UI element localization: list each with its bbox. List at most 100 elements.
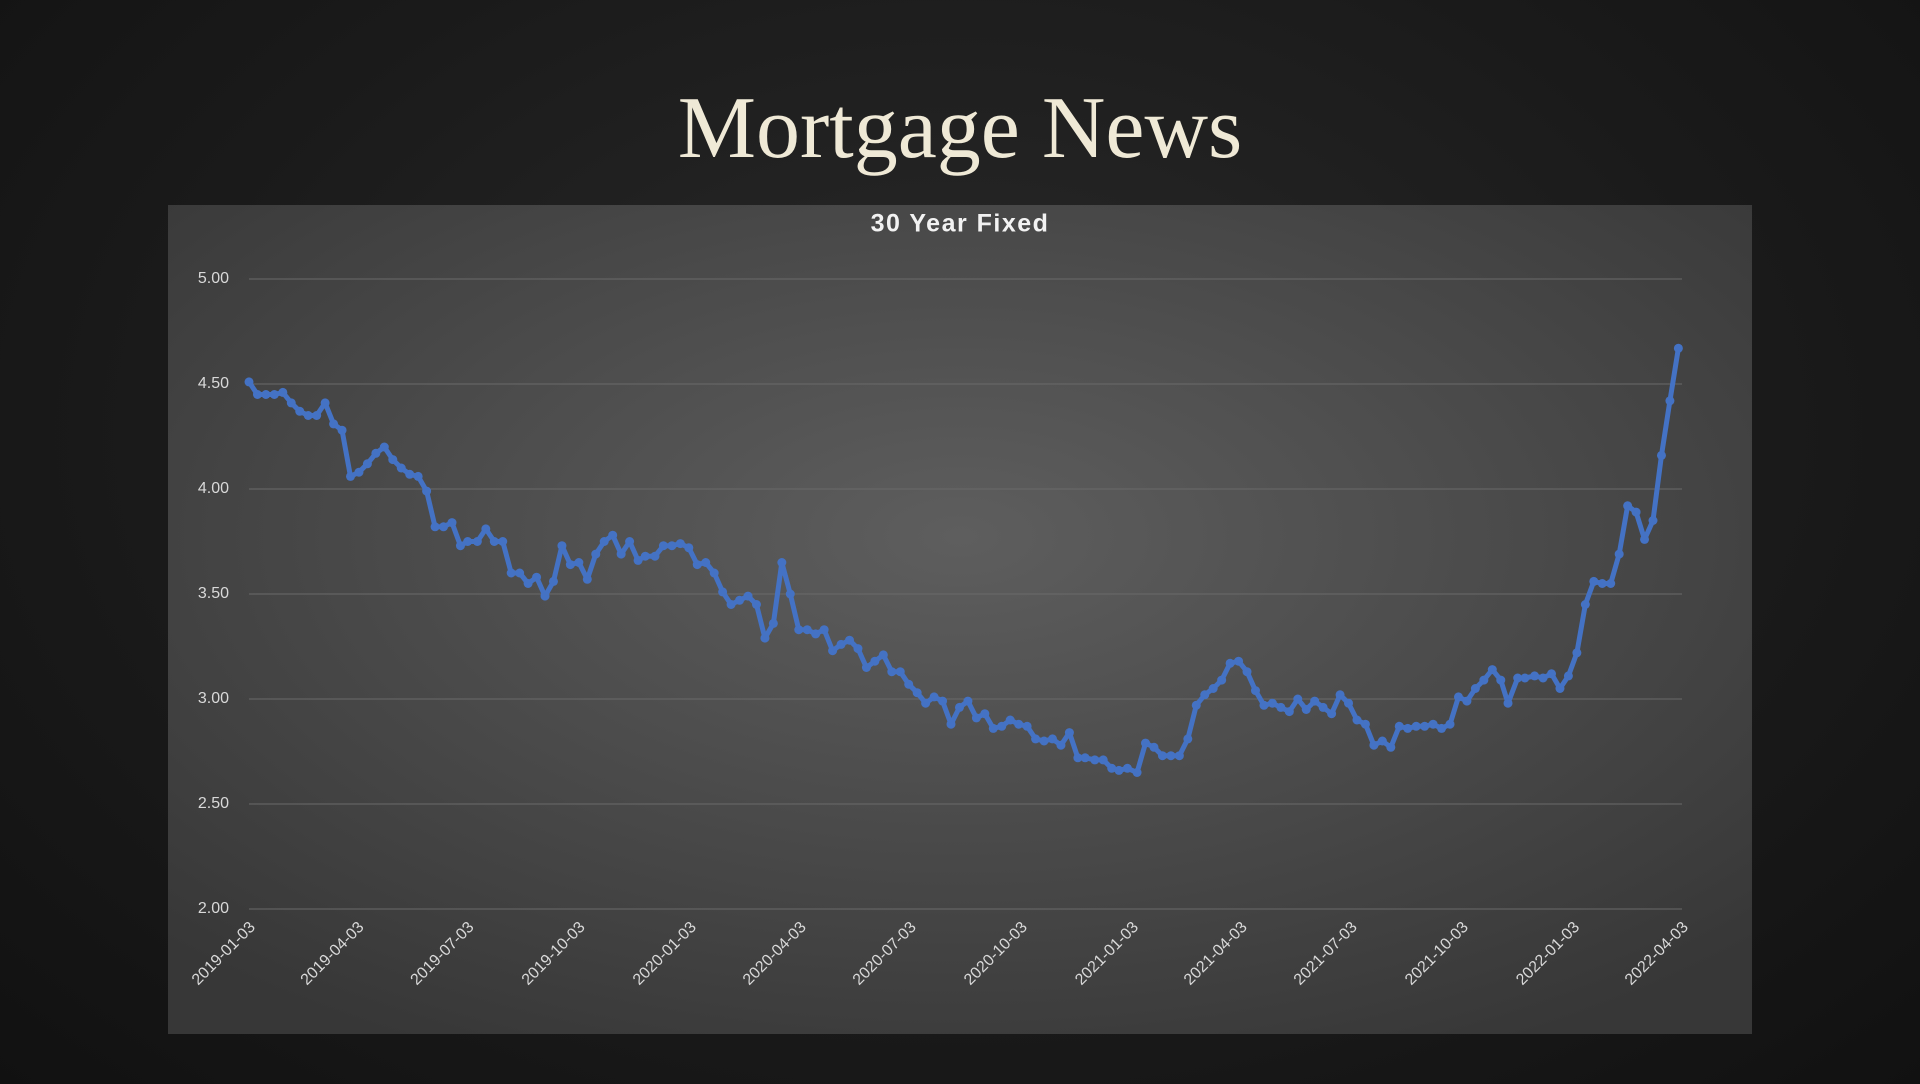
point (1369, 740, 1379, 750)
point (1031, 734, 1041, 744)
point (1064, 728, 1074, 738)
point (1487, 665, 1497, 675)
point (608, 530, 618, 540)
point (532, 572, 542, 582)
point (1631, 507, 1641, 517)
point (1039, 736, 1049, 746)
point (1090, 755, 1100, 765)
point (261, 390, 271, 399)
slide-title: Mortgage News (677, 80, 1243, 177)
point (1208, 684, 1218, 693)
y-tick-label: 2.00 (198, 900, 229, 917)
point (760, 633, 770, 643)
point (463, 537, 473, 546)
point (878, 650, 888, 660)
point (1080, 753, 1090, 763)
point (1665, 396, 1675, 406)
point (455, 541, 465, 551)
point (1411, 721, 1421, 731)
point (1149, 742, 1159, 752)
point (1572, 648, 1582, 658)
point (379, 442, 389, 452)
point (1503, 698, 1513, 708)
point (295, 406, 305, 416)
point (548, 576, 558, 586)
point (591, 549, 601, 559)
point (1445, 719, 1455, 729)
point (1335, 690, 1345, 700)
point (1648, 516, 1658, 525)
point (971, 713, 981, 723)
point (430, 522, 440, 532)
point (540, 591, 550, 601)
point (1122, 763, 1132, 773)
point (735, 595, 745, 605)
point (1513, 673, 1523, 683)
point (1606, 579, 1616, 588)
point (329, 419, 339, 429)
point (362, 459, 372, 469)
point (701, 558, 711, 567)
point (904, 679, 914, 689)
point (861, 663, 871, 672)
point (1386, 742, 1396, 752)
point (515, 568, 525, 578)
point (684, 543, 694, 553)
point (481, 524, 491, 534)
point (785, 589, 795, 599)
point (1520, 673, 1530, 683)
point (320, 398, 330, 408)
chart: 30 Year Fixed 2.00 2.50 3.00 3.50 4.00 4.50 5.… (168, 205, 1752, 1034)
point (1114, 765, 1124, 775)
point (997, 721, 1007, 731)
point (1225, 658, 1235, 668)
point (1597, 579, 1607, 588)
point (498, 537, 508, 546)
point (1530, 671, 1540, 681)
point (337, 425, 347, 435)
y-tick-label: 2.50 (198, 795, 229, 812)
point (1563, 671, 1573, 681)
point (954, 702, 964, 712)
point (1589, 576, 1599, 586)
point (921, 698, 931, 708)
point (845, 635, 855, 645)
point (354, 467, 364, 477)
point (574, 558, 584, 567)
point (1352, 715, 1362, 725)
point (836, 639, 846, 649)
point (650, 551, 660, 561)
point (1183, 734, 1193, 744)
point (828, 646, 838, 656)
point (447, 518, 457, 528)
point (768, 618, 778, 628)
point (1056, 740, 1066, 750)
point (988, 723, 998, 733)
point (743, 591, 753, 601)
point (1496, 675, 1506, 685)
point (616, 549, 626, 559)
y-tick-label: 4.00 (198, 480, 229, 497)
point (963, 696, 973, 706)
point (692, 560, 702, 570)
point (1656, 450, 1666, 460)
point (980, 709, 990, 719)
point (709, 568, 719, 578)
point (557, 541, 567, 551)
point (1403, 723, 1413, 733)
point (811, 629, 821, 639)
point (718, 587, 728, 597)
point (1293, 694, 1303, 704)
point (1394, 721, 1404, 731)
point (1640, 534, 1650, 544)
point (1005, 715, 1015, 725)
point (1360, 719, 1370, 729)
point (1673, 343, 1683, 353)
point (1157, 751, 1167, 761)
point (1174, 751, 1184, 761)
point (1538, 673, 1548, 683)
point (269, 390, 279, 399)
point (1377, 736, 1387, 746)
point (278, 387, 288, 397)
